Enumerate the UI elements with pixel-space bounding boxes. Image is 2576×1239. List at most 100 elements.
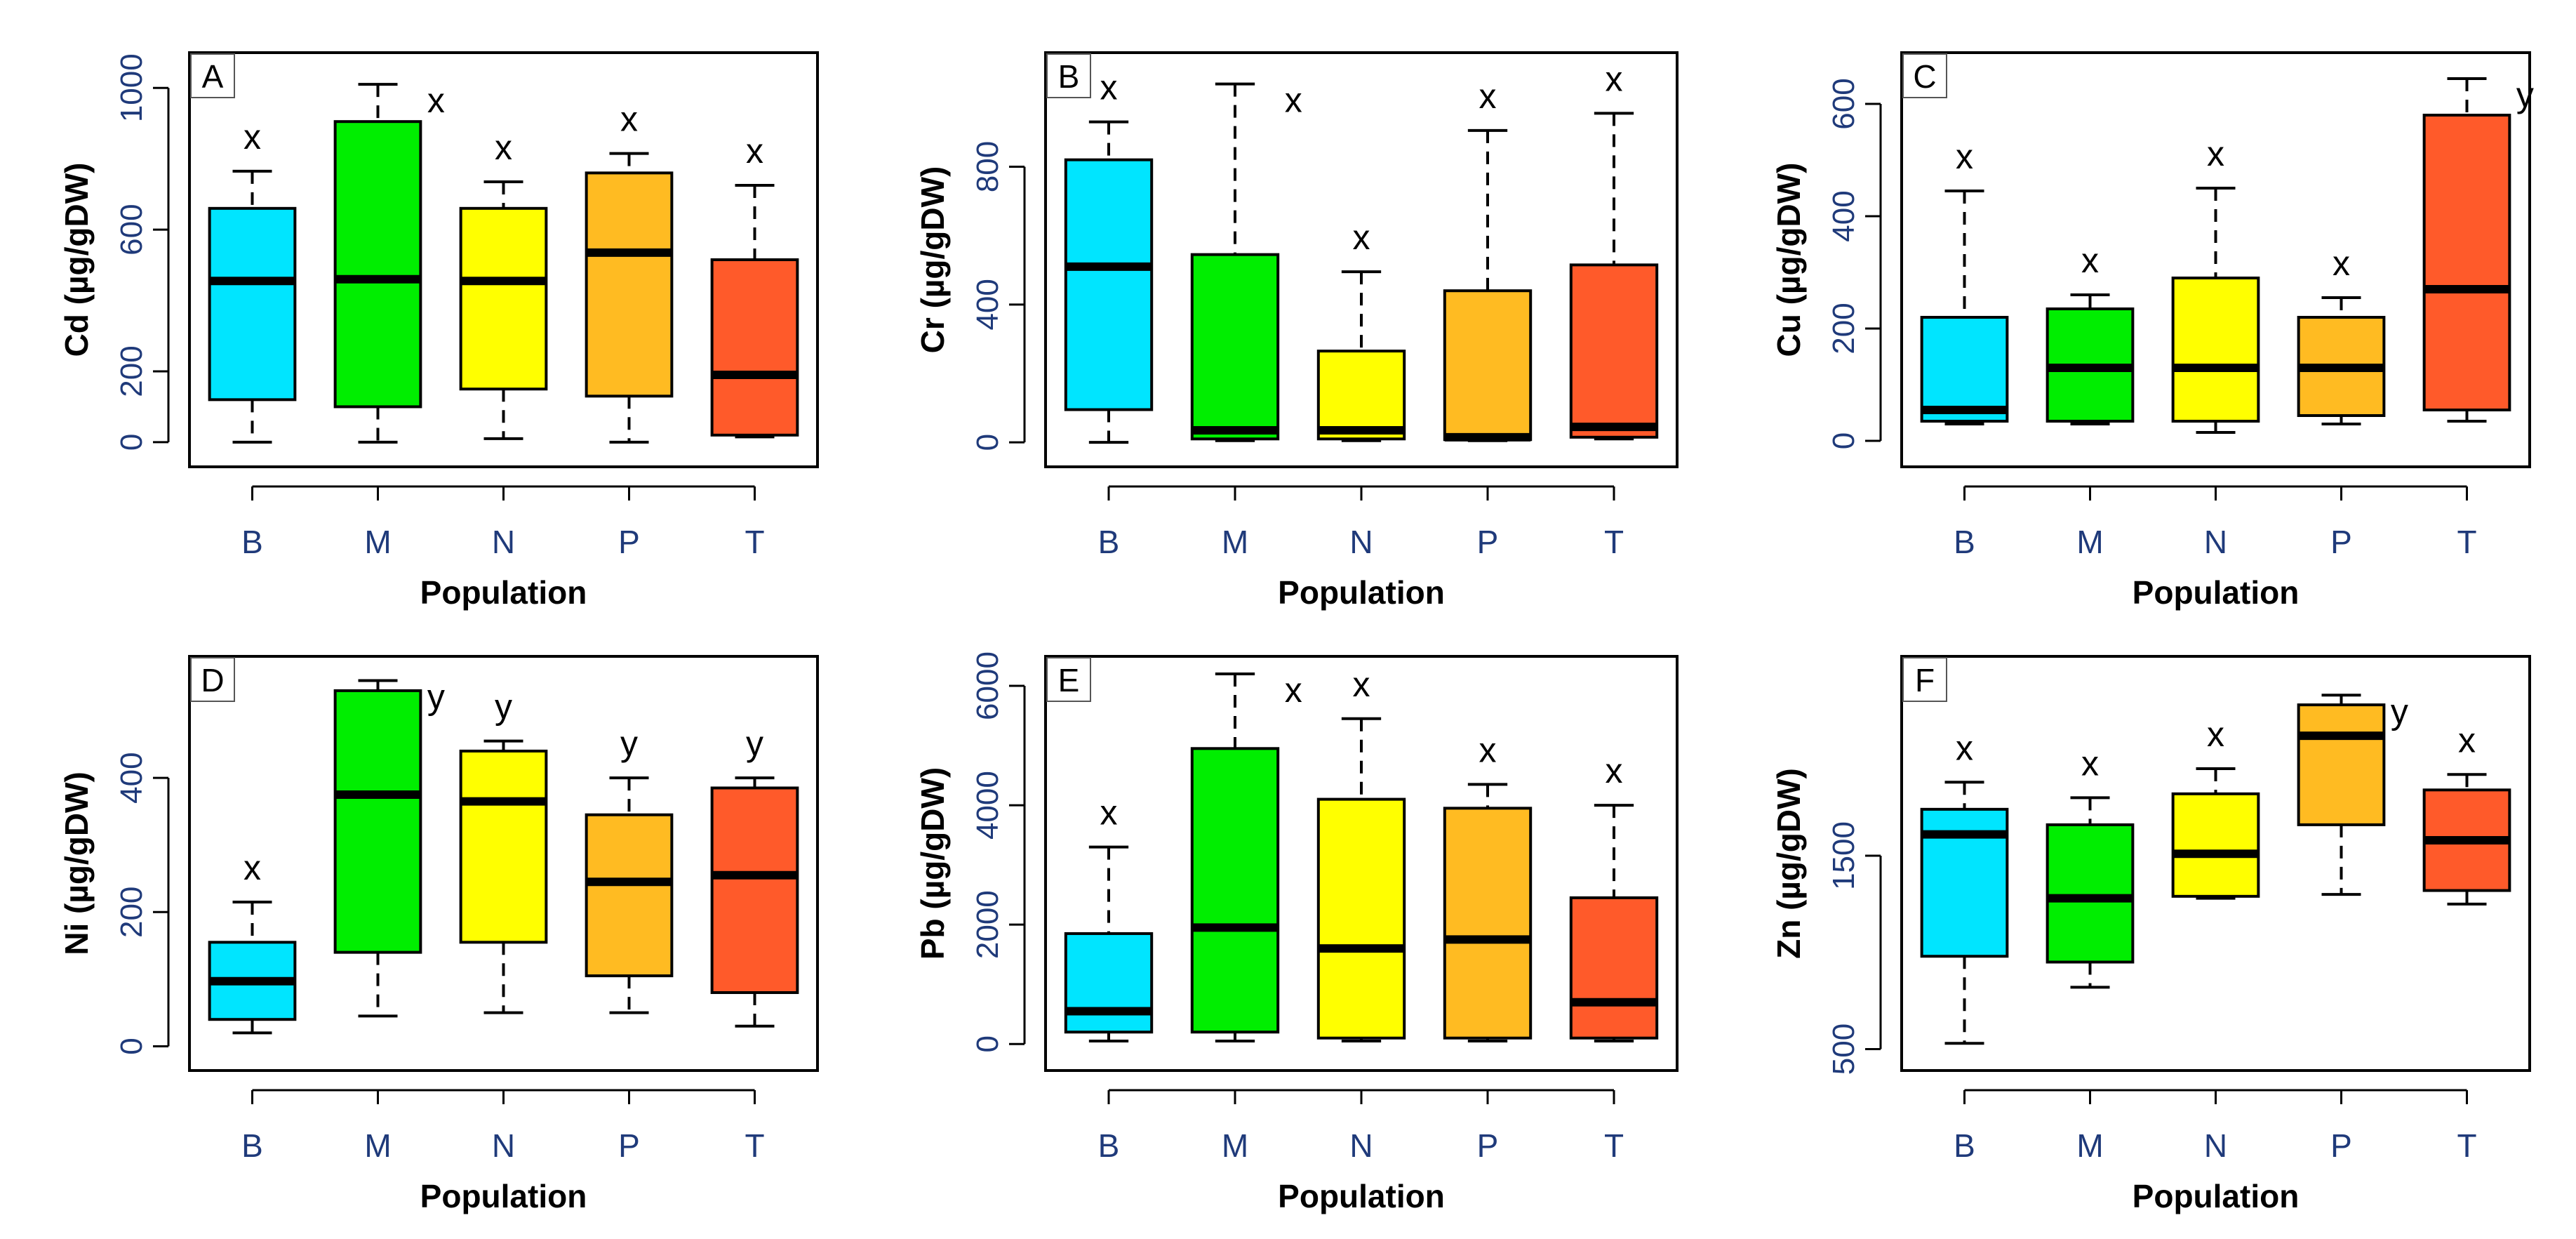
significance-letter: y [2516,75,2534,114]
box-m: y [333,677,445,1018]
box-n: x [459,128,548,440]
x-category-label: M [364,1127,391,1164]
plot-frame [188,655,819,1072]
significance-letter: x [1353,665,1370,704]
y-tick-label: 600 [1827,78,1861,129]
box-b: x [1064,793,1154,1042]
iqr-box [710,786,799,994]
x-category-label: N [2204,1127,2227,1164]
panel-c: 0 200 400 600 Cu (µg/gDW) B M N P T Population x x x x… [1770,51,2534,611]
y-tick-label: 6000 [970,651,1005,720]
y-axis-title: Cr (µg/gDW) [914,166,951,354]
y-tick-label: 500 [1827,1023,1861,1075]
panel-letter: C [1913,58,1936,95]
plot-frame [1044,655,1679,1072]
panel-d: 0 200 400 Ni (µg/gDW) B M N P T Population x y y y y D [58,655,819,1214]
iqr-box [1190,747,1280,1034]
significance-letter: x [1353,218,1370,257]
y-tick-label: 0 [1827,432,1861,449]
x-category-label: M [1222,1127,1248,1164]
iqr-box [2171,277,2260,423]
panel-letter-box [1046,657,1091,702]
y-tick-label: 0 [114,1038,149,1054]
panel-letter-box [1902,53,1947,98]
significance-letter: x [2081,241,2099,280]
x-category-label: B [1954,524,1975,560]
iqr-box [1064,158,1154,411]
significance-letter: x [746,131,763,171]
y-axis-title: Zn (µg/gDW) [1770,768,1807,959]
panel-letter: B [1058,58,1080,95]
panel-letter-box [190,657,235,702]
iqr-box [1443,289,1533,442]
x-category-label: N [492,524,515,560]
y-tick-label: 800 [970,141,1005,192]
significance-letter: x [1285,81,1302,120]
box-m: x [2046,743,2135,989]
plot-frame [1044,51,1679,468]
box-m: x [1190,81,1302,442]
significance-letter: x [1100,793,1118,833]
y-tick-label: 400 [970,279,1005,330]
panel-letter: E [1058,662,1080,698]
box-t: x [710,131,799,439]
iqr-box [1569,896,1659,1040]
x-category-label: T [2457,524,2476,560]
iqr-box [710,258,799,437]
box-t: x [2422,720,2511,906]
significance-letter: y [495,687,512,727]
box-n: y [459,687,548,1014]
box-b: x [1920,137,2009,425]
significance-letter: x [2458,720,2476,760]
box-p: y [585,724,674,1014]
significance-letter: x [1606,59,1623,98]
significance-letter: x [1100,68,1118,107]
y-axis-title: Cd (µg/gDW) [58,163,95,357]
box-p: x [585,100,674,444]
panel-letter: A [202,58,224,95]
x-category-label: P [1477,524,1499,560]
iqr-box [2422,114,2511,411]
x-category-label: P [618,1127,640,1164]
significance-letter: x [427,81,445,120]
x-axis-title: Population [420,574,587,611]
x-category-label: T [2457,1127,2476,1164]
significance-letter: x [1479,77,1497,116]
box-m: x [1190,670,1302,1042]
iqr-box [1064,932,1154,1034]
significance-letter: x [243,848,261,887]
iqr-box [459,749,548,944]
y-tick-label: 4000 [970,771,1005,840]
iqr-box [208,206,297,402]
iqr-box [2297,703,2386,826]
panel-a: 0 200 600 1000 Cd (µg/gDW) B M N P T Population x x x… [58,51,819,611]
x-category-label: P [2330,524,2352,560]
x-category-label: T [1604,1127,1624,1164]
box-b: x [208,848,297,1035]
x-category-label: B [1098,1127,1120,1164]
y-axis-title: Ni (µg/gDW) [58,771,95,955]
box-t: x [1569,751,1659,1042]
panel-letter: F [1915,662,1935,698]
iqr-box [1316,797,1406,1040]
box-p: x [1443,730,1533,1042]
x-category-label: T [1604,524,1624,560]
iqr-box [1316,350,1406,441]
significance-letter: x [620,100,638,139]
panel-letter: D [201,662,224,698]
box-n: x [2171,134,2260,434]
panel-letter-box [1046,53,1091,98]
significance-letter: y [2391,691,2408,731]
y-tick-label: 1000 [114,53,149,122]
x-axis-title: Population [1278,1178,1445,1214]
x-category-label: T [745,1127,764,1164]
x-category-label: B [1954,1127,1975,1164]
iqr-box [2171,792,2260,898]
y-tick-label: 200 [114,345,149,397]
x-category-label: P [2330,1127,2352,1164]
y-axis-title: Cu (µg/gDW) [1770,163,1807,357]
iqr-box [333,689,422,954]
significance-letter: x [1479,730,1497,769]
